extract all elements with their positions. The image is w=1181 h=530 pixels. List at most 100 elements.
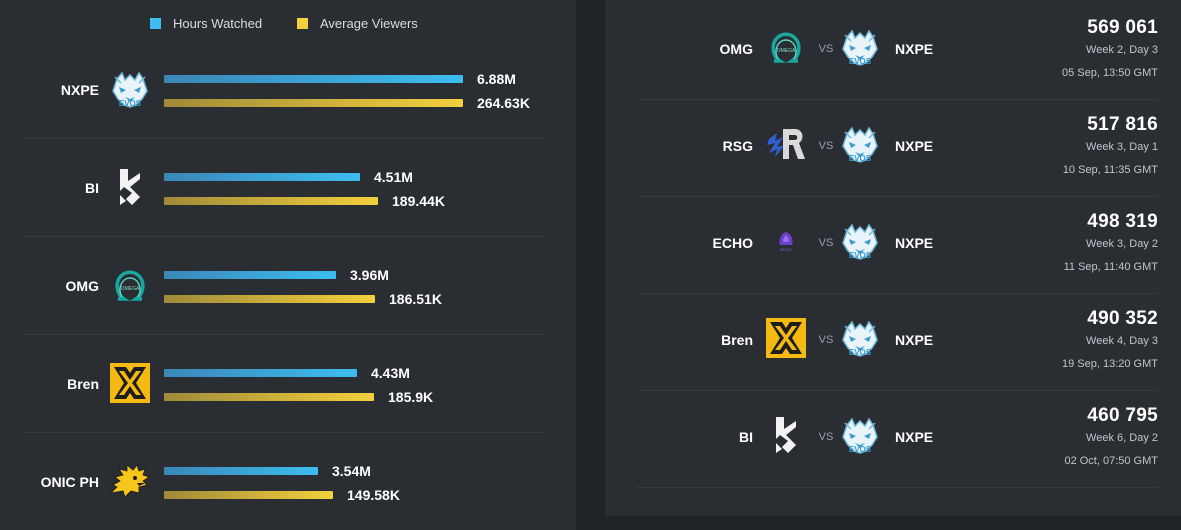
svg-text:ECHO: ECHO <box>780 247 792 252</box>
match-team1-logo: OMEGA <box>764 27 808 71</box>
match-row[interactable]: BI VS EVOS NXPE 460 795 Week 6, Day 2 02 Oc… <box>636 391 1158 488</box>
team-row: NXPE EVOS 6.88M 264.63K <box>24 41 544 139</box>
team-name: NXPE <box>60 82 99 98</box>
team-logo <box>108 167 152 211</box>
match-team2-logo: EVOS <box>838 318 882 362</box>
team-row: Bren 4.43M 185.9K <box>24 335 544 433</box>
match-team1-logo <box>764 317 808 363</box>
match-team2-logo: EVOS <box>838 221 882 265</box>
match-team2-name: NXPE <box>895 332 934 348</box>
team-name: Bren <box>67 376 99 392</box>
hours-watched-bar[interactable] <box>164 271 336 279</box>
bi-logo-icon <box>116 167 144 212</box>
vs-label: VS <box>818 431 834 443</box>
vs-label: VS <box>818 43 834 55</box>
vs-label: VS <box>818 334 834 346</box>
match-week: Week 3, Day 2 <box>1086 238 1158 250</box>
svg-text:EVOS: EVOS <box>119 99 142 108</box>
average-viewers-value: 185.9K <box>388 389 434 405</box>
match-date: 11 Sep, 11:40 GMT <box>1063 261 1158 273</box>
hours-watched-bar[interactable] <box>164 173 360 181</box>
match-team1-name: Bren <box>721 332 753 348</box>
match-team2-name: NXPE <box>895 235 934 251</box>
bren-logo-icon <box>110 362 150 408</box>
match-date: 19 Sep, 13:20 GMT <box>1062 358 1158 370</box>
peak-viewers: 517 816 <box>1087 114 1158 135</box>
peak-viewers: 460 795 <box>1087 405 1158 426</box>
bi-logo-icon <box>772 415 800 460</box>
average-viewers-bar[interactable] <box>164 99 463 107</box>
average-viewers-bar[interactable] <box>164 491 333 499</box>
hours-watched-bar[interactable] <box>164 369 357 377</box>
hours-swatch-icon <box>150 17 161 29</box>
legend-hours-label: Hours Watched <box>173 15 263 31</box>
nxpe-wolf-logo-icon: EVOS <box>839 27 881 72</box>
omg-omega-logo-icon: OMEGA <box>765 28 807 71</box>
chart-legend: Hours Watched Average Viewers <box>0 14 576 34</box>
peak-viewers: 490 352 <box>1087 308 1158 329</box>
average-viewers-value: 149.58K <box>347 487 400 503</box>
svg-text:EVOS: EVOS <box>849 57 872 66</box>
vs-label: VS <box>818 237 834 249</box>
team-row: ONIC PH 3.54M 149.58K <box>24 433 544 530</box>
omg-omega-logo-icon: OMEGA <box>109 266 151 309</box>
svg-text:OMEGA: OMEGA <box>777 48 796 54</box>
team-name: BI <box>85 180 99 196</box>
match-row[interactable]: RSG VS EVOS NXPE 517 816 Week 3, Day 1 10 S… <box>636 100 1158 197</box>
average-viewers-bar[interactable] <box>164 393 374 401</box>
average-viewers-bar[interactable] <box>164 295 375 303</box>
nxpe-wolf-logo-icon: EVOS <box>839 124 881 169</box>
onic-hedgehog-logo-icon <box>109 463 151 504</box>
nxpe-wolf-logo-icon: EVOS <box>839 221 881 266</box>
svg-text:EVOS: EVOS <box>849 445 872 454</box>
svg-text:EVOS: EVOS <box>849 251 872 260</box>
match-team2-name: NXPE <box>895 41 934 57</box>
match-row[interactable]: ECHO ECHO VS EVOS NXPE 498 319 Week 3, Day… <box>636 197 1158 294</box>
svg-text:OMEGA: OMEGA <box>121 286 140 292</box>
match-week: Week 4, Day 3 <box>1086 335 1158 347</box>
hours-watched-value: 3.54M <box>332 463 371 479</box>
avg-swatch-icon <box>297 17 308 29</box>
match-team1-name: BI <box>739 429 753 445</box>
match-team1-logo: ECHO <box>764 221 808 265</box>
match-team2-name: NXPE <box>895 429 934 445</box>
average-viewers-value: 189.44K <box>392 193 445 209</box>
hours-watched-value: 4.43M <box>371 365 410 381</box>
nxpe-wolf-logo-icon: EVOS <box>109 69 151 114</box>
team-row: BI 4.51M 189.44K <box>24 139 544 237</box>
svg-text:EVOS: EVOS <box>849 348 872 357</box>
row-divider <box>24 432 544 433</box>
team-row: OMG OMEGA 3.96M 186.51K <box>24 237 544 335</box>
match-team1-logo <box>764 415 808 459</box>
team-logo: EVOS <box>108 69 152 113</box>
row-divider <box>24 236 544 237</box>
match-date: 02 Oct, 07:50 GMT <box>1064 455 1158 467</box>
team-stats-chart: Hours Watched Average Viewers NXPE EVOS … <box>0 0 576 530</box>
row-divider <box>24 138 544 139</box>
match-week: Week 3, Day 1 <box>1086 141 1158 153</box>
nxpe-wolf-logo-icon: EVOS <box>839 415 881 460</box>
match-row[interactable]: Bren VS EVOS NXPE 490 352 Week 4, Day 3 19 … <box>636 294 1158 391</box>
hours-watched-value: 4.51M <box>374 169 413 185</box>
team-name: OMG <box>65 278 99 294</box>
bren-logo-icon <box>766 317 806 363</box>
match-row[interactable]: OMG OMEGA VS EVOS NXPE 569 061 Week 2, Day… <box>636 3 1158 100</box>
top-matches-list: OMG OMEGA VS EVOS NXPE 569 061 Week 2, Day… <box>605 0 1181 516</box>
hours-watched-value: 6.88M <box>477 71 516 87</box>
row-divider <box>636 196 1158 197</box>
peak-viewers: 498 319 <box>1087 211 1158 232</box>
legend-hours-watched[interactable]: Hours Watched <box>150 14 262 32</box>
team-logo: OMEGA <box>108 265 152 309</box>
legend-average-viewers[interactable]: Average Viewers <box>297 14 418 32</box>
svg-text:EVOS: EVOS <box>849 154 872 163</box>
rsg-logo-icon <box>765 125 807 168</box>
echo-logo-icon: ECHO <box>774 229 798 258</box>
hours-watched-bar[interactable] <box>164 467 318 475</box>
hours-watched-bar[interactable] <box>164 75 463 83</box>
match-team1-name: RSG <box>722 138 753 154</box>
row-divider <box>636 293 1158 294</box>
peak-viewers: 569 061 <box>1087 17 1158 38</box>
team-logo <box>108 362 152 408</box>
average-viewers-bar[interactable] <box>164 197 378 205</box>
average-viewers-value: 186.51K <box>389 291 442 307</box>
